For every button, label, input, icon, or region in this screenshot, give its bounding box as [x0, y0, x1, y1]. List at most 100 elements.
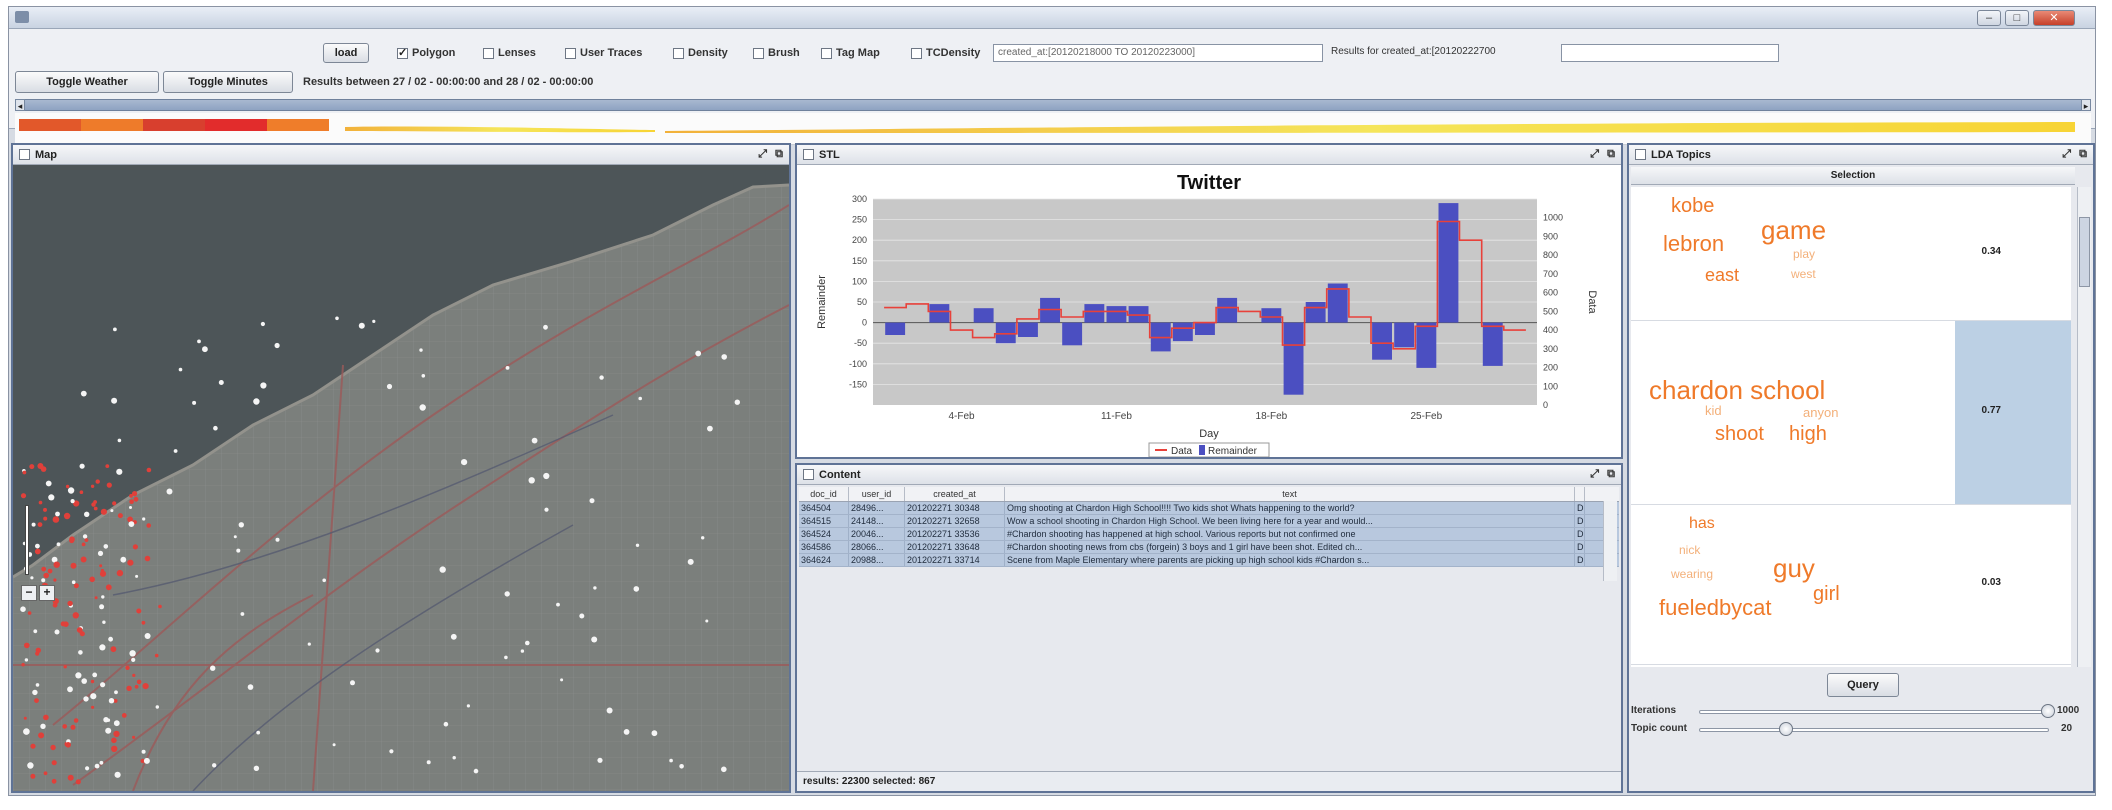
map-marker[interactable] — [38, 500, 43, 505]
map-marker[interactable] — [101, 595, 105, 599]
map-marker[interactable] — [54, 629, 60, 635]
map-marker[interactable] — [127, 516, 133, 523]
map-marker[interactable] — [41, 566, 47, 572]
map-marker[interactable] — [52, 516, 60, 523]
map-marker[interactable] — [143, 757, 150, 764]
map-marker[interactable] — [236, 548, 241, 553]
map-marker[interactable] — [473, 768, 479, 774]
map-marker[interactable] — [55, 511, 60, 517]
table-row[interactable]: 364524 20046... 201202271 33536 #Chardon sh… — [799, 528, 1619, 541]
map-marker[interactable] — [556, 602, 560, 607]
map-marker[interactable] — [158, 604, 162, 609]
map-marker[interactable] — [651, 730, 658, 737]
map-marker[interactable] — [591, 636, 598, 643]
map-marker[interactable] — [108, 636, 113, 642]
map-marker[interactable] — [597, 757, 603, 763]
map-marker[interactable] — [146, 467, 152, 473]
map-marker[interactable] — [62, 724, 67, 729]
map-marker[interactable] — [531, 437, 538, 444]
map-marker[interactable] — [154, 653, 159, 658]
remainder-bar[interactable] — [1172, 322, 1193, 342]
map-marker[interactable] — [146, 523, 151, 528]
checkbox-box[interactable] — [673, 47, 684, 59]
toggle-weather-button[interactable]: Toggle Weather — [15, 71, 159, 93]
map-marker[interactable] — [75, 672, 82, 679]
map-marker[interactable] — [70, 499, 75, 504]
map-marker[interactable] — [135, 574, 139, 578]
map-marker[interactable] — [520, 649, 525, 653]
map-marker[interactable] — [695, 350, 702, 357]
map-marker[interactable] — [30, 576, 34, 580]
remainder-bar[interactable] — [1305, 302, 1326, 323]
map-marker[interactable] — [22, 470, 27, 475]
map-marker[interactable] — [116, 468, 123, 475]
column-header[interactable] — [1575, 487, 1585, 501]
checkbox-box[interactable] — [565, 47, 576, 59]
map-marker[interactable] — [43, 714, 49, 721]
timeline-scrollbar[interactable]: ◂ ▸ — [15, 99, 2091, 111]
map-marker[interactable] — [504, 655, 508, 660]
map-marker[interactable] — [421, 374, 426, 378]
map-marker[interactable] — [50, 744, 56, 751]
topic-count-slider-knob[interactable] — [1779, 722, 1793, 736]
map-marker[interactable] — [635, 543, 640, 547]
map-marker[interactable] — [85, 766, 90, 771]
map-marker[interactable] — [133, 496, 139, 502]
map-marker[interactable] — [65, 484, 70, 489]
map-marker[interactable] — [443, 721, 449, 727]
map-marker[interactable] — [43, 771, 48, 776]
map-marker[interactable] — [34, 548, 41, 555]
map-marker[interactable] — [543, 472, 550, 480]
remainder-bar[interactable] — [1283, 322, 1304, 395]
map-marker[interactable] — [100, 682, 106, 688]
iterations-slider-knob[interactable] — [2041, 704, 2055, 718]
map-marker[interactable] — [593, 586, 597, 590]
map-marker[interactable] — [260, 382, 267, 389]
map-marker[interactable] — [75, 779, 81, 785]
expand-icon[interactable]: ⤢ — [2062, 148, 2071, 160]
map-marker[interactable] — [528, 477, 535, 484]
map-marker[interactable] — [450, 633, 457, 640]
map-marker[interactable] — [707, 425, 713, 432]
zoom-in-button[interactable]: + — [39, 585, 55, 601]
map-marker[interactable] — [173, 449, 178, 453]
checkbox-box[interactable] — [911, 47, 922, 59]
detach-icon[interactable]: ⧉ — [775, 148, 783, 160]
content-table[interactable]: doc_id user_id created_at text 364504 28496.… — [799, 487, 1619, 567]
map-marker[interactable] — [27, 611, 32, 615]
map-marker[interactable] — [599, 375, 604, 380]
remainder-bar[interactable] — [1217, 297, 1238, 323]
map-marker[interactable] — [142, 683, 149, 690]
map-marker[interactable] — [51, 556, 58, 563]
map-marker[interactable] — [687, 558, 694, 565]
map-marker[interactable] — [112, 501, 117, 506]
checkbox-density[interactable]: Density — [673, 47, 728, 59]
map-marker[interactable] — [67, 774, 74, 781]
map-marker[interactable] — [623, 729, 630, 735]
map-marker[interactable] — [247, 684, 254, 690]
map-marker[interactable] — [132, 673, 136, 677]
map-marker[interactable] — [141, 620, 146, 625]
map-marker[interactable] — [240, 612, 245, 616]
map-marker[interactable] — [31, 522, 36, 527]
map-marker[interactable] — [606, 707, 613, 714]
map-marker[interactable] — [131, 657, 136, 662]
column-header[interactable]: text — [1005, 487, 1575, 501]
map-marker[interactable] — [253, 765, 260, 771]
checkbox-polygon[interactable]: Polygon — [397, 46, 455, 59]
map-marker[interactable] — [90, 484, 95, 488]
lda-topic-list[interactable]: kobe game lebron play east west 0.34 chardon sc… — [1631, 187, 2071, 667]
map-marker[interactable] — [113, 698, 118, 703]
map-marker[interactable] — [102, 620, 106, 624]
timeline-segment[interactable] — [81, 119, 143, 131]
scroll-left-icon[interactable]: ◂ — [15, 99, 25, 111]
map-marker[interactable] — [97, 550, 104, 556]
map-marker[interactable] — [140, 758, 145, 764]
lda-topic[interactable]: chardon school kid shoot high anyon 0.77 — [1631, 321, 2071, 505]
map-marker[interactable] — [20, 493, 27, 499]
map-marker[interactable] — [73, 500, 80, 507]
map-marker[interactable] — [721, 354, 727, 360]
map-marker[interactable] — [73, 583, 79, 589]
table-row[interactable]: 364515 24148... 201202271 32658 Wow a schoo… — [799, 515, 1619, 528]
